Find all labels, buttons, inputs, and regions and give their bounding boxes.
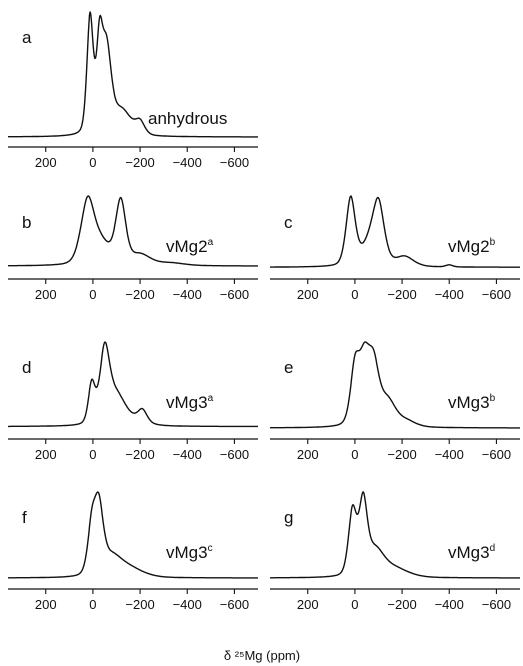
panel-letter-b: b bbox=[22, 213, 31, 232]
panel-d: 200 0 −200 −400 −600 d vMg3a bbox=[7, 341, 259, 462]
spectrum-line-c bbox=[269, 195, 521, 268]
x-tick-label-a: −200 bbox=[125, 155, 154, 170]
x-tick-label-d: 0 bbox=[89, 447, 96, 462]
x-tick-label-c: 200 bbox=[297, 287, 319, 302]
x-tick-label-a: 200 bbox=[35, 155, 57, 170]
sample-label-sup-b: a bbox=[208, 237, 214, 248]
panel-letter-e: e bbox=[284, 358, 293, 377]
x-tick-label-e: −200 bbox=[387, 447, 416, 462]
x-tick-label-d: −400 bbox=[173, 447, 202, 462]
x-axis-label: δ ²⁵Mg (ppm) bbox=[224, 648, 300, 663]
x-tick-label-b: −200 bbox=[125, 287, 154, 302]
x-tick-label-d: −200 bbox=[125, 447, 154, 462]
panel-letter-g: g bbox=[284, 508, 293, 527]
x-tick-label-d: −600 bbox=[220, 447, 249, 462]
spectrum-line-b bbox=[7, 195, 259, 267]
x-tick-label-e: −400 bbox=[435, 447, 464, 462]
sample-label-sup-c: b bbox=[490, 237, 496, 248]
x-tick-label-f: −400 bbox=[173, 597, 202, 612]
panel-b: 200 0 −200 −400 −600 b vMg2a bbox=[7, 195, 259, 302]
x-tick-label-e: 200 bbox=[297, 447, 319, 462]
spectrum-line-a bbox=[7, 11, 259, 138]
x-tick-label-e: 0 bbox=[351, 447, 358, 462]
x-tick-label-d: 200 bbox=[35, 447, 57, 462]
x-tick-label-b: −400 bbox=[173, 287, 202, 302]
x-tick-label-g: 0 bbox=[351, 597, 358, 612]
panel-e: 200 0 −200 −400 −600 e vMg3b bbox=[269, 341, 521, 462]
x-tick-label-b: 200 bbox=[35, 287, 57, 302]
sample-label-a: anhydrous bbox=[148, 109, 227, 128]
sample-label-sup-f: c bbox=[208, 543, 213, 554]
spectrum-line-g bbox=[269, 491, 521, 579]
x-tick-label-c: 0 bbox=[351, 287, 358, 302]
panel-c: 200 0 −200 −400 −600 c vMg2b bbox=[269, 195, 521, 302]
x-tick-label-c: −200 bbox=[387, 287, 416, 302]
sample-label-g: vMg3d bbox=[448, 543, 495, 562]
x-tick-label-a: 0 bbox=[89, 155, 96, 170]
panel-a: 200 0 −200 −400 −600 a anhydrous bbox=[7, 11, 259, 170]
x-tick-label-e: −600 bbox=[482, 447, 511, 462]
x-tick-label-c: −600 bbox=[482, 287, 511, 302]
panel-letter-d: d bbox=[22, 358, 31, 377]
spectrum-line-d bbox=[7, 341, 259, 428]
x-tick-label-f: −600 bbox=[220, 597, 249, 612]
x-tick-label-a: −600 bbox=[220, 155, 249, 170]
x-tick-label-b: 0 bbox=[89, 287, 96, 302]
x-tick-label-f: 0 bbox=[89, 597, 96, 612]
x-tick-label-f: −200 bbox=[125, 597, 154, 612]
sample-label-sup-d: a bbox=[208, 393, 214, 404]
panel-letter-c: c bbox=[284, 213, 293, 232]
sample-label-e: vMg3b bbox=[448, 393, 496, 412]
panel-letter-a: a bbox=[22, 28, 32, 47]
x-tick-label-g: −200 bbox=[387, 597, 416, 612]
x-tick-label-c: −400 bbox=[435, 287, 464, 302]
sample-label-f: vMg3c bbox=[166, 543, 213, 562]
panel-f: 200 0 −200 −400 −600 f vMg3c bbox=[7, 491, 259, 612]
sample-label-sup-g: d bbox=[490, 543, 496, 554]
sample-label-sup-e: b bbox=[490, 393, 496, 404]
sample-label-c: vMg2b bbox=[448, 237, 496, 256]
x-tick-label-f: 200 bbox=[35, 597, 57, 612]
x-tick-label-g: −600 bbox=[482, 597, 511, 612]
x-tick-label-g: 200 bbox=[297, 597, 319, 612]
sample-label-b: vMg2a bbox=[166, 237, 214, 256]
x-tick-label-g: −400 bbox=[435, 597, 464, 612]
sample-label-d: vMg3a bbox=[166, 393, 214, 412]
x-tick-label-a: −400 bbox=[173, 155, 202, 170]
spectrum-line-f bbox=[7, 491, 259, 579]
panel-letter-f: f bbox=[22, 508, 27, 527]
panel-g: 200 0 −200 −400 −600 g vMg3d bbox=[269, 491, 521, 612]
x-tick-label-b: −600 bbox=[220, 287, 249, 302]
spectrum-line-e bbox=[269, 341, 521, 429]
